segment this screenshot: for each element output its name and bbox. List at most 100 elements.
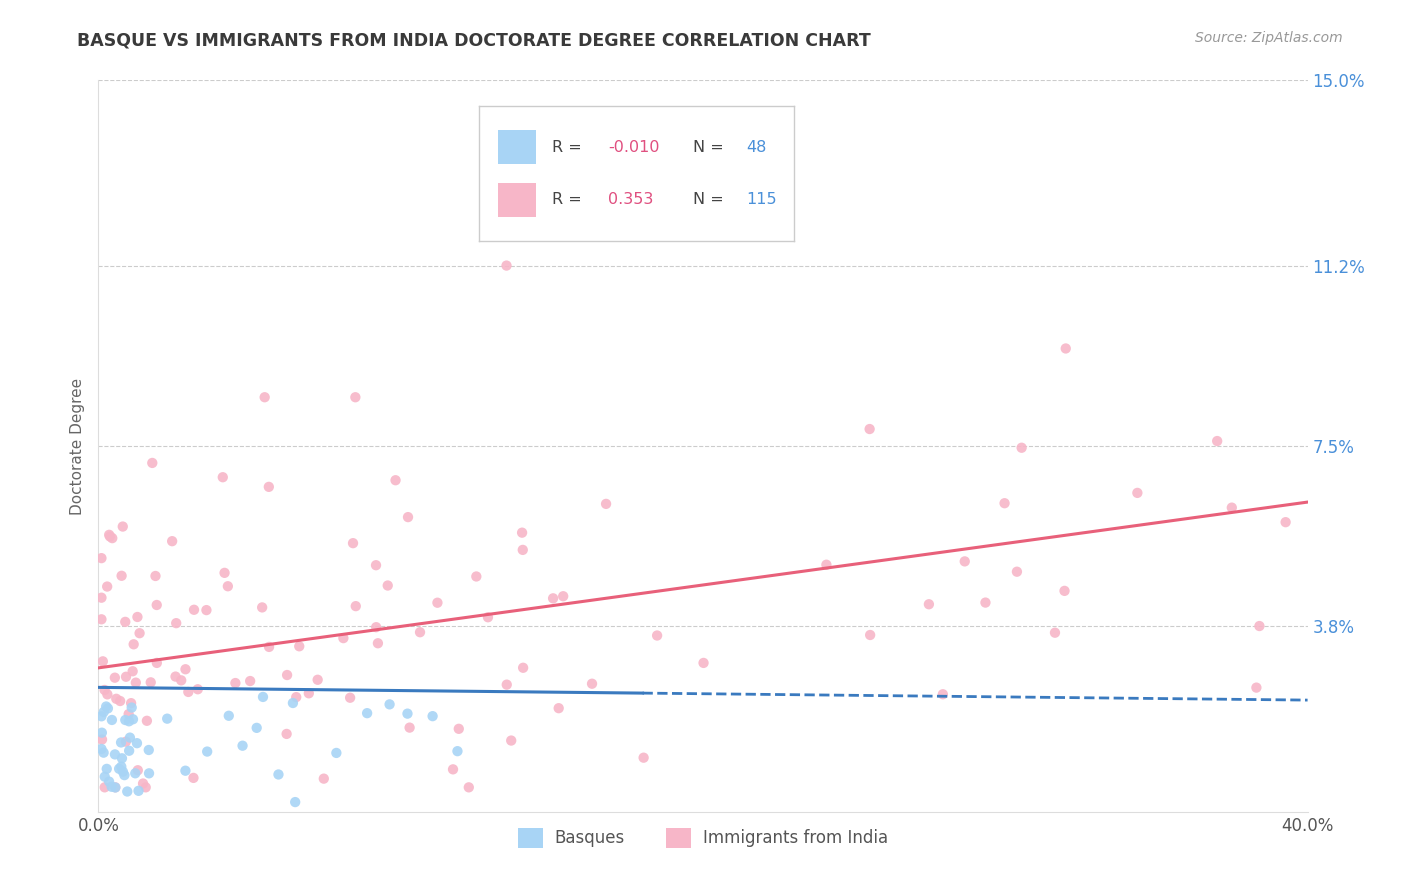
Immigrants from India bbox=[1043, 625, 1066, 640]
Immigrants from India bbox=[1126, 486, 1149, 500]
Basques bbox=[284, 795, 307, 809]
Immigrants from India bbox=[1246, 681, 1268, 695]
Basques bbox=[246, 721, 269, 735]
Immigrants from India bbox=[1249, 619, 1271, 633]
Immigrants from India bbox=[547, 701, 569, 715]
Immigrants from India bbox=[398, 721, 420, 735]
Immigrants from India bbox=[139, 675, 162, 690]
Immigrants from India bbox=[224, 676, 246, 690]
Basques bbox=[356, 706, 378, 721]
Immigrants from India bbox=[183, 603, 205, 617]
Immigrants from India bbox=[312, 772, 335, 786]
Basques bbox=[101, 713, 124, 727]
Immigrants from India bbox=[165, 616, 187, 631]
Immigrants from India bbox=[815, 558, 838, 572]
Immigrants from India bbox=[127, 610, 149, 624]
Immigrants from India bbox=[195, 603, 218, 617]
Immigrants from India bbox=[98, 528, 121, 542]
Immigrants from India bbox=[859, 422, 882, 436]
Basques bbox=[281, 696, 304, 710]
Immigrants from India bbox=[250, 600, 273, 615]
Basques bbox=[108, 762, 131, 776]
Immigrants from India bbox=[633, 750, 655, 764]
Immigrants from India bbox=[298, 686, 321, 700]
Immigrants from India bbox=[93, 780, 115, 795]
Basques bbox=[96, 699, 118, 714]
Basques bbox=[90, 742, 112, 756]
Immigrants from India bbox=[342, 536, 364, 550]
Immigrants from India bbox=[645, 628, 668, 642]
Immigrants from India bbox=[1054, 342, 1077, 356]
Immigrants from India bbox=[104, 671, 127, 685]
Basques bbox=[112, 768, 135, 782]
Immigrants from India bbox=[396, 510, 419, 524]
Immigrants from India bbox=[1274, 515, 1296, 529]
Basques bbox=[125, 736, 148, 750]
Immigrants from India bbox=[457, 780, 479, 795]
Immigrants from India bbox=[1206, 434, 1229, 448]
Immigrants from India bbox=[477, 610, 499, 624]
Immigrants from India bbox=[121, 665, 143, 679]
Immigrants from India bbox=[104, 780, 127, 795]
Immigrants from India bbox=[125, 675, 148, 690]
Basques bbox=[124, 766, 146, 780]
Immigrants from India bbox=[932, 687, 955, 701]
Immigrants from India bbox=[285, 690, 308, 705]
Immigrants from India bbox=[90, 612, 112, 626]
Immigrants from India bbox=[96, 580, 118, 594]
Basques bbox=[110, 735, 132, 749]
Immigrants from India bbox=[426, 596, 449, 610]
Basques bbox=[174, 764, 197, 778]
Basques bbox=[93, 705, 115, 719]
Basques bbox=[138, 743, 160, 757]
Immigrants from India bbox=[510, 525, 533, 540]
Immigrants from India bbox=[1005, 565, 1028, 579]
Basques bbox=[100, 780, 122, 794]
Immigrants from India bbox=[409, 625, 432, 640]
Immigrants from India bbox=[332, 631, 354, 645]
Basques bbox=[156, 712, 179, 726]
Immigrants from India bbox=[447, 722, 470, 736]
Basques bbox=[422, 709, 444, 723]
Immigrants from India bbox=[146, 656, 169, 670]
Basques bbox=[104, 747, 127, 762]
Immigrants from India bbox=[339, 690, 361, 705]
Immigrants from India bbox=[111, 519, 134, 533]
Basques bbox=[252, 690, 274, 704]
Basques bbox=[110, 759, 132, 773]
Immigrants from India bbox=[441, 762, 464, 776]
Immigrants from India bbox=[501, 733, 523, 747]
Immigrants from India bbox=[364, 558, 387, 573]
Y-axis label: Doctorate Degree: Doctorate Degree bbox=[70, 377, 86, 515]
Immigrants from India bbox=[177, 685, 200, 699]
Basques bbox=[232, 739, 254, 753]
Immigrants from India bbox=[211, 470, 233, 484]
Immigrants from India bbox=[160, 534, 183, 549]
Basques bbox=[195, 745, 218, 759]
Basques bbox=[128, 784, 150, 798]
Immigrants from India bbox=[276, 727, 298, 741]
Basques bbox=[111, 764, 134, 779]
Immigrants from India bbox=[98, 529, 121, 543]
Immigrants from India bbox=[307, 673, 329, 687]
Immigrants from India bbox=[595, 497, 617, 511]
Immigrants from India bbox=[132, 776, 155, 790]
Immigrants from India bbox=[257, 640, 280, 654]
Immigrants from India bbox=[1220, 500, 1243, 515]
Immigrants from India bbox=[993, 496, 1015, 510]
Immigrants from India bbox=[135, 780, 157, 795]
Immigrants from India bbox=[174, 662, 197, 676]
Basques bbox=[90, 725, 112, 739]
Immigrants from India bbox=[214, 566, 236, 580]
Immigrants from India bbox=[859, 628, 882, 642]
Basques bbox=[325, 746, 347, 760]
Immigrants from India bbox=[495, 678, 517, 692]
Immigrants from India bbox=[93, 682, 115, 697]
Immigrants from India bbox=[187, 682, 209, 697]
Immigrants from India bbox=[553, 589, 575, 603]
Immigrants from India bbox=[128, 626, 150, 640]
Immigrants from India bbox=[276, 668, 298, 682]
Immigrants from India bbox=[257, 480, 280, 494]
Immigrants from India bbox=[344, 599, 367, 614]
Immigrants from India bbox=[170, 673, 193, 688]
